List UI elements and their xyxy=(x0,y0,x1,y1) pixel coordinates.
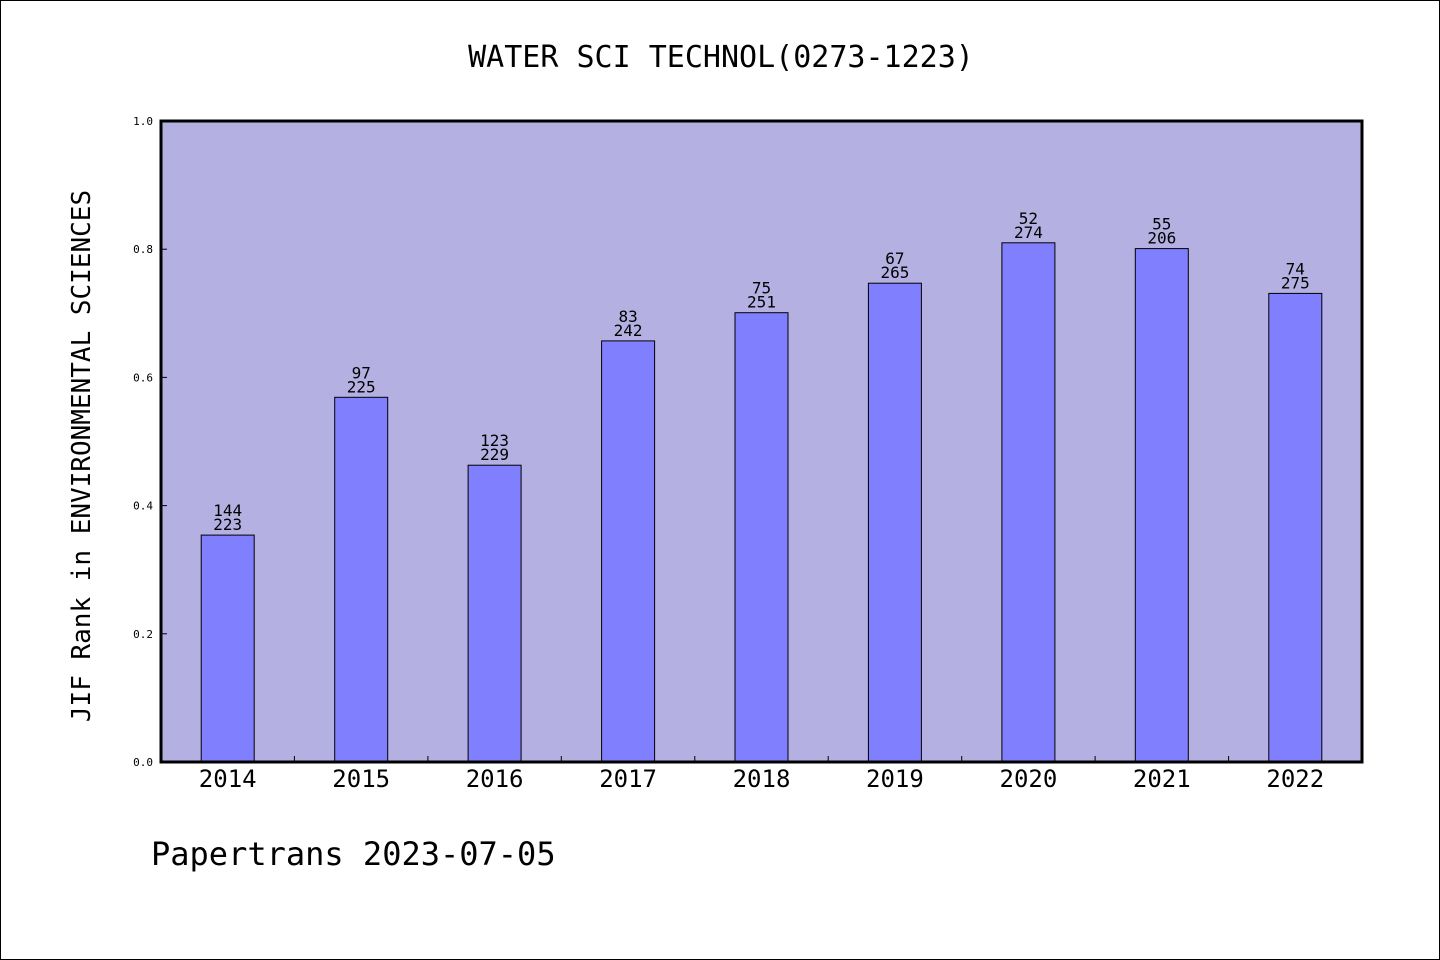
x-tick-label: 2019 xyxy=(866,765,924,793)
bar-2020 xyxy=(1001,242,1056,763)
y-tick-label: 0.6 xyxy=(133,371,153,384)
bar-total-label: 225 xyxy=(347,377,376,396)
x-tick-label: 2018 xyxy=(733,765,791,793)
bar-total-label: 242 xyxy=(614,321,643,340)
x-tick-label: 2021 xyxy=(1133,765,1191,793)
bar-rank-label: 144 xyxy=(213,501,242,520)
y-axis-label: JIF Rank in ENVIRONMENTAL SCIENCES xyxy=(67,190,97,722)
y-tick-label: 1.0 xyxy=(133,115,153,128)
y-axis-ticks: 0.0 0.2 0.4 0.6 0.8 1.0 xyxy=(133,115,167,769)
y-tick-label: 0.4 xyxy=(133,500,153,513)
bar-total-label: 251 xyxy=(747,293,776,312)
bar-2022 xyxy=(1268,292,1323,763)
x-axis-ticks: 2014 2015 2016 2017 2018 2019 2020 2021 2022 xyxy=(199,756,1324,793)
bar-total-label: 206 xyxy=(1147,229,1176,248)
bars-layer xyxy=(200,242,1323,763)
bar-rank-label: 67 xyxy=(885,249,904,268)
bar-rank-label: 83 xyxy=(618,307,637,326)
bar-rank-label: 52 xyxy=(1019,209,1038,228)
bar-rank-label: 123 xyxy=(480,431,509,450)
bar-total-label: 229 xyxy=(480,445,509,464)
y-tick-label: 0.8 xyxy=(133,243,153,256)
x-tick-label: 2015 xyxy=(332,765,390,793)
x-tick-label: 2016 xyxy=(466,765,524,793)
bar-2015 xyxy=(334,396,389,763)
bar-2017 xyxy=(601,340,656,763)
y-tick-label: 0.2 xyxy=(133,628,153,641)
bar-rank-label: 97 xyxy=(352,363,371,382)
bar-total-label: 223 xyxy=(213,515,242,534)
footer-credit: Papertrans 2023-07-05 xyxy=(151,835,556,873)
bar-2019 xyxy=(867,282,922,763)
x-tick-label: 2022 xyxy=(1266,765,1324,793)
bar-rank-label: 55 xyxy=(1152,215,1171,234)
plot-frame xyxy=(159,119,1364,764)
bar-rank-label: 75 xyxy=(752,279,771,298)
chart-title: WATER SCI TECHNOL(0273-1223) xyxy=(468,40,974,75)
bar-total-label: 265 xyxy=(880,263,909,282)
bar-rank-label: 74 xyxy=(1286,259,1305,278)
x-tick-label: 2014 xyxy=(199,765,257,793)
bar-2021 xyxy=(1134,248,1189,763)
bar-total-label: 275 xyxy=(1281,273,1310,292)
bar-2016 xyxy=(467,464,522,763)
y-tick-label: 0.0 xyxy=(133,756,153,769)
x-tick-label: 2017 xyxy=(599,765,657,793)
x-tick-label: 2020 xyxy=(1000,765,1058,793)
bar-total-label: 274 xyxy=(1014,223,1043,242)
bar-2014 xyxy=(200,534,255,763)
bar-2018 xyxy=(734,312,789,763)
